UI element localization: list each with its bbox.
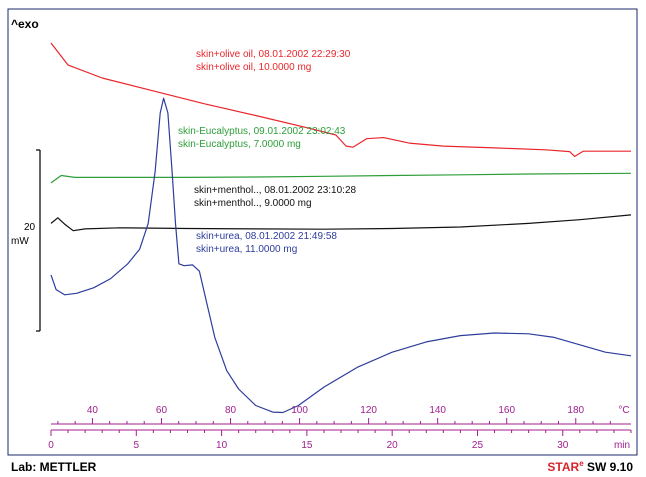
software-sup: e bbox=[579, 459, 584, 468]
time-tick-label: 15 bbox=[301, 440, 313, 451]
legend-line-1-2: skin+olive oil, 10.0000 mg bbox=[196, 62, 311, 73]
software-rest: SW 9.10 bbox=[584, 460, 634, 474]
software-label: STARe SW 9.10 bbox=[547, 459, 633, 474]
time-unit: min bbox=[614, 440, 630, 451]
scale-bar: 20 mW bbox=[11, 149, 41, 332]
legend-line-1-1: skin+olive oil, 08.01.2002 22:29:30 bbox=[196, 49, 351, 60]
legend-line-4-2: skin+urea, 11.0000 mg bbox=[196, 244, 297, 255]
time-tick-label: 0 bbox=[48, 440, 54, 451]
series-line-4 bbox=[50, 97, 632, 414]
temperature-tick-label: 140 bbox=[429, 405, 446, 416]
temperature-tick-label: 60 bbox=[156, 405, 168, 416]
scale-bar-unit: mW bbox=[11, 236, 29, 247]
temperature-tick-label: 180 bbox=[567, 405, 584, 416]
legend-line-3-2: skin+menthol.., 9.0000 mg bbox=[194, 198, 312, 209]
temperature-tick-label: 120 bbox=[360, 405, 377, 416]
time-tick-label: 30 bbox=[557, 440, 569, 451]
time-tick-label: 20 bbox=[387, 440, 399, 451]
legend-line-3-1: skin+menthol.., 08.01.2002 23:10:28 bbox=[194, 185, 357, 196]
temperature-tick-label: 100 bbox=[291, 405, 308, 416]
legends: skin+olive oil, 08.01.2002 22:29:30 skin+… bbox=[178, 49, 357, 255]
temperature-axis: 40 60 80 100 120 140 160 180 °C bbox=[51, 405, 631, 425]
series-line-3 bbox=[50, 214, 632, 232]
legend-line-2-2: skin-Eucalyptus, 7.0000 mg bbox=[178, 139, 301, 150]
time-axis: 0 5 10 15 20 25 30 min bbox=[48, 429, 632, 451]
series-line-1 bbox=[50, 42, 631, 157]
scale-bar-value: 20 bbox=[24, 222, 36, 233]
curves bbox=[50, 42, 632, 414]
time-tick-label: 10 bbox=[216, 440, 228, 451]
exo-label: ^exo bbox=[11, 17, 39, 31]
temperature-tick-label: 40 bbox=[87, 405, 99, 416]
time-tick-label: 25 bbox=[472, 440, 484, 451]
temperature-tick-label: 80 bbox=[225, 405, 237, 416]
temperature-tick-label: 160 bbox=[498, 405, 515, 416]
legend-line-4-1: skin+urea, 08.01.2002 21:49:58 bbox=[196, 231, 337, 242]
time-tick-label: 5 bbox=[134, 440, 140, 451]
series-line-2 bbox=[50, 172, 632, 184]
temperature-unit: °C bbox=[618, 405, 629, 416]
lab-label: Lab: METTLER bbox=[11, 460, 97, 474]
software-star: STAR bbox=[547, 460, 579, 474]
legend-line-2-1: skin-Eucalyptus, 09.01.2002 23:02:43 bbox=[178, 126, 346, 137]
